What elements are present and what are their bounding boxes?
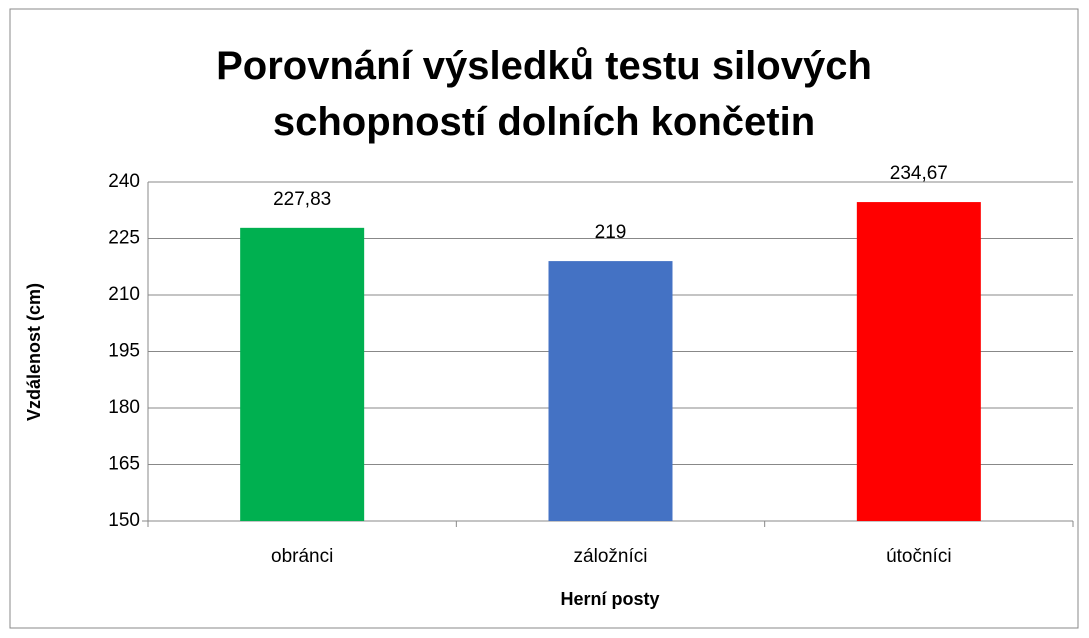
- y-tick-label: 225: [108, 228, 140, 249]
- y-tick-label: 195: [108, 341, 140, 362]
- bar: [240, 227, 365, 521]
- x-tick-label: útočníci: [886, 546, 951, 567]
- x-tick-label: záložníci: [574, 546, 648, 567]
- y-axis-title: Vzdálenost (cm): [24, 283, 44, 421]
- y-tick-label: 240: [108, 171, 140, 192]
- bar: [856, 202, 981, 521]
- y-tick-label: 180: [108, 397, 140, 418]
- x-axis-title: Herní posty: [560, 589, 659, 609]
- data-label: 234,67: [890, 163, 948, 184]
- bar: [548, 261, 673, 521]
- data-label: 227,83: [273, 189, 331, 210]
- y-tick-label: 210: [108, 284, 140, 305]
- x-tick-label: obránci: [271, 546, 333, 567]
- chart-title: Porovnání výsledků testu silových schopn…: [216, 44, 872, 144]
- y-tick-label: 150: [108, 510, 140, 531]
- y-tick-label: 165: [108, 454, 140, 475]
- data-label: 219: [595, 222, 627, 243]
